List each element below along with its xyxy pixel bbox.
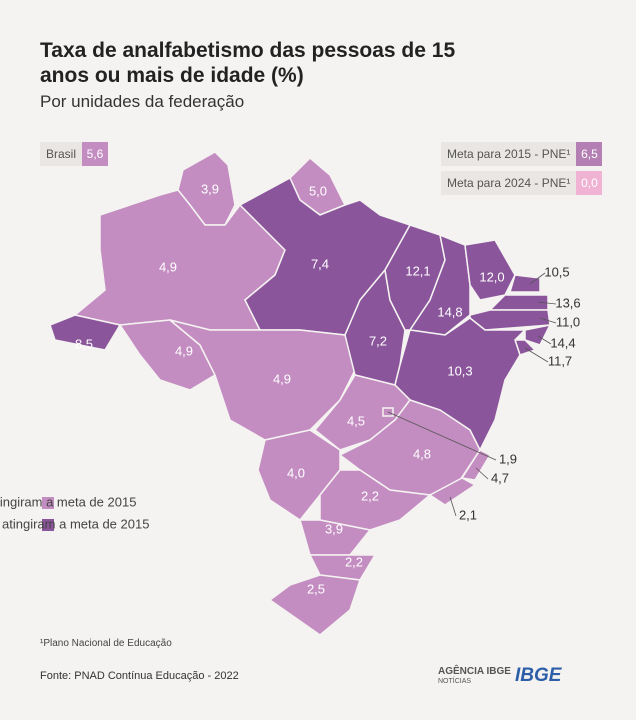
target-value: 0,0 — [576, 171, 603, 195]
state-value: 8,5 — [75, 336, 93, 351]
leader-line — [539, 317, 557, 324]
state-value: 7,4 — [311, 256, 329, 271]
state-value: 1,9 — [499, 451, 517, 466]
state-value: 11,7 — [548, 353, 572, 368]
state-value: 2,5 — [307, 581, 325, 596]
legend-swatch — [42, 519, 54, 531]
legend-swatch — [42, 497, 54, 509]
target-label: Meta para 2015 - PNE¹ — [447, 147, 571, 161]
leader-line — [387, 411, 497, 461]
state-region — [268, 574, 362, 636]
source: Fonte: PNAD Contínua Educação - 2022 — [40, 670, 239, 682]
state-value: 12,1 — [405, 263, 430, 278]
leader-line — [537, 335, 552, 345]
state-region — [524, 323, 552, 346]
leader-line — [529, 272, 546, 285]
state-value: 10,3 — [447, 363, 472, 378]
state-value: 3,9 — [325, 521, 343, 536]
state-value: 4,9 — [159, 259, 177, 274]
state-value: 7,2 — [369, 333, 387, 348]
state-value: 4,9 — [175, 343, 193, 358]
legend-label: Atingiram a meta de 2015 — [0, 494, 136, 509]
state-value: 4,9 — [273, 371, 291, 386]
state-value: 2,1 — [459, 507, 477, 522]
state-region — [299, 519, 372, 556]
state-region — [308, 554, 377, 581]
state-value: 14,4 — [550, 335, 575, 350]
ibge-logo: IBGE — [515, 665, 562, 686]
target-value: 6,5 — [576, 142, 603, 166]
leader-line — [524, 347, 549, 363]
state-region — [319, 469, 432, 531]
state-value: 2,2 — [345, 554, 363, 569]
brasil-label: Brasil — [46, 147, 77, 161]
brasil-value: 5,6 — [82, 142, 109, 166]
leader-line — [537, 301, 557, 305]
target-label: Meta para 2024 - PNE¹ — [447, 176, 571, 190]
state-value: 10,5 — [544, 264, 569, 279]
state-value: 13,6 — [555, 295, 580, 310]
leader-line — [449, 496, 457, 517]
state-value: 11,0 — [556, 314, 580, 329]
title: Taxa de analfabetismo das pessoas de 15 … — [40, 39, 456, 87]
state-region — [169, 319, 356, 441]
state-value: 14,8 — [437, 304, 462, 319]
footnote: ¹Plano Nacional de Educação — [40, 638, 172, 649]
legend-label: Não atingiram a meta de 2015 — [0, 516, 149, 531]
target-box: Meta para 2015 - PNE¹ 6,5 — [441, 142, 603, 166]
state-region — [460, 449, 492, 481]
state-region — [49, 314, 122, 351]
agency-name: AGÊNCIA IBGE — [438, 666, 511, 677]
state-value: 4,0 — [287, 465, 305, 480]
state-value: 3,9 — [201, 181, 219, 196]
state-value: 12,0 — [479, 269, 504, 284]
state-value: 4,8 — [413, 446, 431, 461]
state-region — [428, 477, 477, 506]
state-value: 5,0 — [309, 183, 327, 198]
state-value: 4,5 — [347, 413, 365, 428]
agency-sub: NOTÍCIAS — [438, 678, 472, 685]
agency-logo: AGÊNCIA IBGE NOTÍCIAS — [438, 667, 511, 687]
brasil-box: Brasil 5,6 — [40, 142, 109, 166]
target-box: Meta para 2024 - PNE¹ 0,0 — [441, 171, 603, 195]
state-value: 2,2 — [361, 488, 379, 503]
state-value: 4,7 — [491, 470, 509, 485]
state-region — [508, 274, 541, 293]
leader-line — [475, 467, 489, 480]
subtitle: Por unidades da federação — [40, 92, 245, 111]
